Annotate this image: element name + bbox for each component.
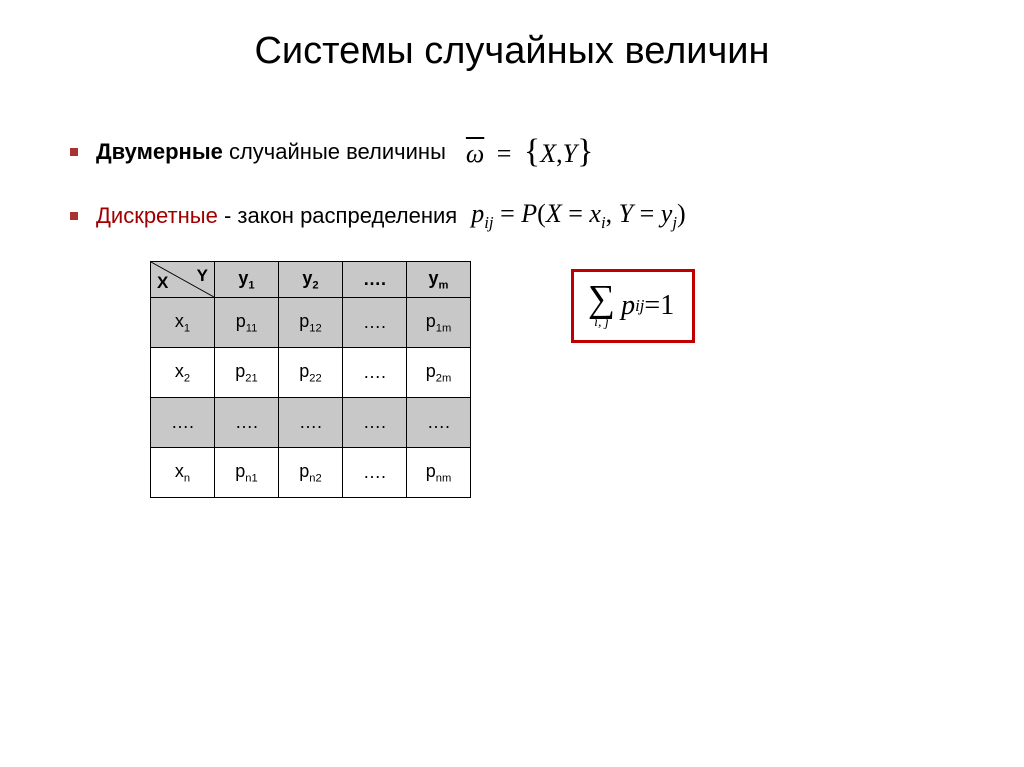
pij-X: X	[546, 199, 562, 228]
col-header: y2	[279, 262, 343, 298]
bullet-2-red: Дискретные	[96, 203, 218, 228]
brace-close: }	[577, 133, 593, 170]
table-row: x1 p11 p12 …. p1m	[151, 298, 471, 348]
cell: ….	[343, 348, 407, 398]
bullet-1-text: Двумерные случайные величины	[96, 139, 446, 165]
pij-Y: Y	[619, 199, 633, 228]
bullet-1-rest: случайные величины	[223, 139, 446, 164]
boxed-formula-content: ∑ i, j pij = 1	[588, 282, 674, 330]
brace-open: {	[524, 133, 540, 170]
formula-pij: pij = P(X = xi, Y = yj)	[471, 199, 686, 233]
omega-y: Y	[563, 139, 577, 168]
bullet-1: Двумерные случайные величины ω = {X,Y}	[70, 133, 964, 171]
cell: p21	[215, 348, 279, 398]
cell: ….	[407, 398, 471, 448]
cell: ….	[215, 398, 279, 448]
cell: p2m	[407, 348, 471, 398]
omega-x: X	[540, 139, 556, 168]
slide: Системы случайных величин Двумерные случ…	[0, 0, 1024, 767]
sigma-limits: i, j	[594, 316, 609, 330]
table-header-row: X Y y1 y2 …. ym	[151, 262, 471, 298]
pij-close: )	[677, 199, 686, 228]
col-h-0: y1	[238, 268, 254, 288]
boxed-one: 1	[660, 290, 674, 322]
omega-eq: =	[497, 139, 512, 168]
cell: ….	[343, 448, 407, 498]
pij-comma: ,	[606, 199, 619, 228]
pij-p: p	[471, 199, 484, 228]
table-corner: X Y	[151, 262, 215, 298]
pij-eq2: =	[562, 199, 590, 228]
pij-open: (	[537, 199, 546, 228]
col-header: ….	[343, 262, 407, 298]
corner-x: X	[157, 273, 168, 293]
sigma-icon: ∑	[588, 282, 615, 316]
cell: pn2	[279, 448, 343, 498]
bullet-2-rest: - закон распределения	[218, 203, 457, 228]
table-row: …. …. …. …. ….	[151, 398, 471, 448]
boxed-ij: ij	[635, 296, 644, 316]
boxed-formula: ∑ i, j pij = 1	[571, 269, 695, 343]
cell: pn1	[215, 448, 279, 498]
bullet-icon	[70, 148, 78, 156]
omega-bar: ω	[466, 139, 484, 169]
col-h-3: ym	[429, 268, 449, 288]
row-header: x1	[151, 298, 215, 348]
cell: pnm	[407, 448, 471, 498]
pij-P: P	[521, 199, 537, 228]
pij-eq3: =	[633, 199, 661, 228]
slide-title: Системы случайных величин	[60, 30, 964, 73]
distribution-table: X Y y1 y2 …. ym x1 p11 p12 …. p1m x2 p21…	[150, 261, 471, 498]
bullet-icon	[70, 212, 78, 220]
row-header: x2	[151, 348, 215, 398]
pij-y: y	[661, 199, 673, 228]
cell: p11	[215, 298, 279, 348]
cell: ….	[343, 298, 407, 348]
pij-eq: =	[494, 199, 522, 228]
cell: ….	[343, 398, 407, 448]
pij-ij: ij	[484, 213, 493, 232]
lower-area: X Y y1 y2 …. ym x1 p11 p12 …. p1m x2 p21…	[150, 261, 964, 498]
bullet-2: Дискретные - закон распределения pij = P…	[70, 199, 964, 233]
table-row: xn pn1 pn2 …. pnm	[151, 448, 471, 498]
bullet-2-text: Дискретные - закон распределения	[96, 203, 457, 229]
col-h-2: ….	[363, 269, 386, 289]
col-header: y1	[215, 262, 279, 298]
boxed-p: p	[621, 290, 635, 322]
corner-y: Y	[197, 266, 208, 286]
sigma-block: ∑ i, j	[588, 282, 615, 330]
cell: ….	[279, 398, 343, 448]
formula-omega: ω = {X,Y}	[466, 133, 594, 171]
table-row: x2 p21 p22 …. p2m	[151, 348, 471, 398]
cell: p22	[279, 348, 343, 398]
pij-x: x	[589, 199, 601, 228]
row-header: ….	[151, 398, 215, 448]
cell: p12	[279, 298, 343, 348]
col-h-1: y2	[302, 268, 318, 288]
row-header: xn	[151, 448, 215, 498]
bullet-1-bold: Двумерные	[96, 139, 223, 164]
cell: p1m	[407, 298, 471, 348]
boxed-eq: =	[644, 290, 660, 322]
col-header: ym	[407, 262, 471, 298]
